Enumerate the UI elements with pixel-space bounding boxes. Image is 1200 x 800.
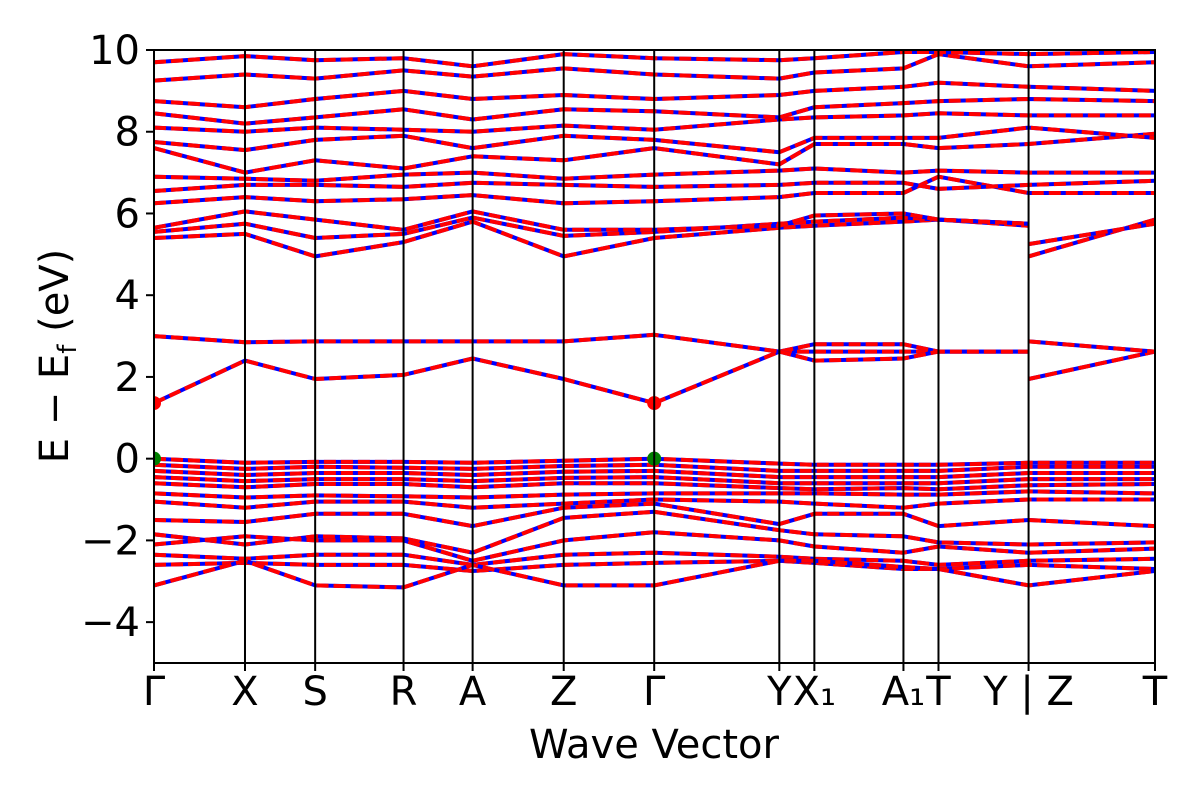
band-spin-up-3 (154, 332, 1029, 354)
y-tick-label-1: −2 (81, 518, 140, 564)
band-spin-down-2 (1028, 349, 1155, 381)
y-tick-label-5: 6 (115, 191, 140, 237)
band-spin-down-10 (1028, 221, 1155, 247)
y-tick-label-4: 4 (115, 273, 140, 319)
y-axis-title-subscript: f (53, 344, 83, 354)
x-tick-label-9: A₁ (882, 669, 925, 715)
y-axis-title: E − Ef (eV) (32, 249, 83, 464)
x-axis-title: Wave Vector (529, 722, 780, 768)
x-tick-label-2: S (302, 669, 327, 715)
y-axis-title-unit: (eV) (32, 249, 78, 345)
x-tick-label-12: T (1142, 669, 1168, 715)
x-tick-label-11: Y | Z (982, 669, 1074, 715)
y-tick-label-6: 8 (115, 110, 140, 156)
y-axis-title-main: E − E (32, 354, 78, 464)
y-tick-label-7: 10 (89, 28, 140, 74)
x-tick-label-1: X (231, 669, 258, 715)
band-spin-down-3 (154, 332, 1029, 354)
band-edge-marker-0 (154, 396, 161, 411)
y-tick-label-0: −4 (81, 600, 140, 646)
x-tick-label-6: Γ (643, 669, 666, 715)
x-tick-label-3: R (390, 669, 418, 715)
high-symmetry-lines (243, 50, 1030, 663)
band-edge-marker-2 (154, 451, 161, 466)
band-spin-down-7 (154, 215, 1029, 241)
band-spin-down-4 (778, 349, 939, 363)
x-tick-label-0: Γ (143, 669, 166, 715)
x-tick-label-8: X₁ (793, 669, 836, 715)
x-tick-label-4: A (459, 669, 487, 715)
band-spin-down-5 (1028, 339, 1155, 354)
x-tick-label-7: Y (766, 669, 792, 715)
y-tick-label-3: 2 (115, 355, 140, 401)
y-axis: −4 −2 0 2 4 6 8 10 (81, 28, 154, 646)
x-tick-label-10: T (925, 669, 951, 715)
x-tick-label-5: Z (550, 669, 577, 715)
y-tick-label-2: 0 (115, 437, 140, 483)
band-spin-down-8 (154, 209, 1029, 232)
band-spin-down-6 (154, 217, 1029, 259)
